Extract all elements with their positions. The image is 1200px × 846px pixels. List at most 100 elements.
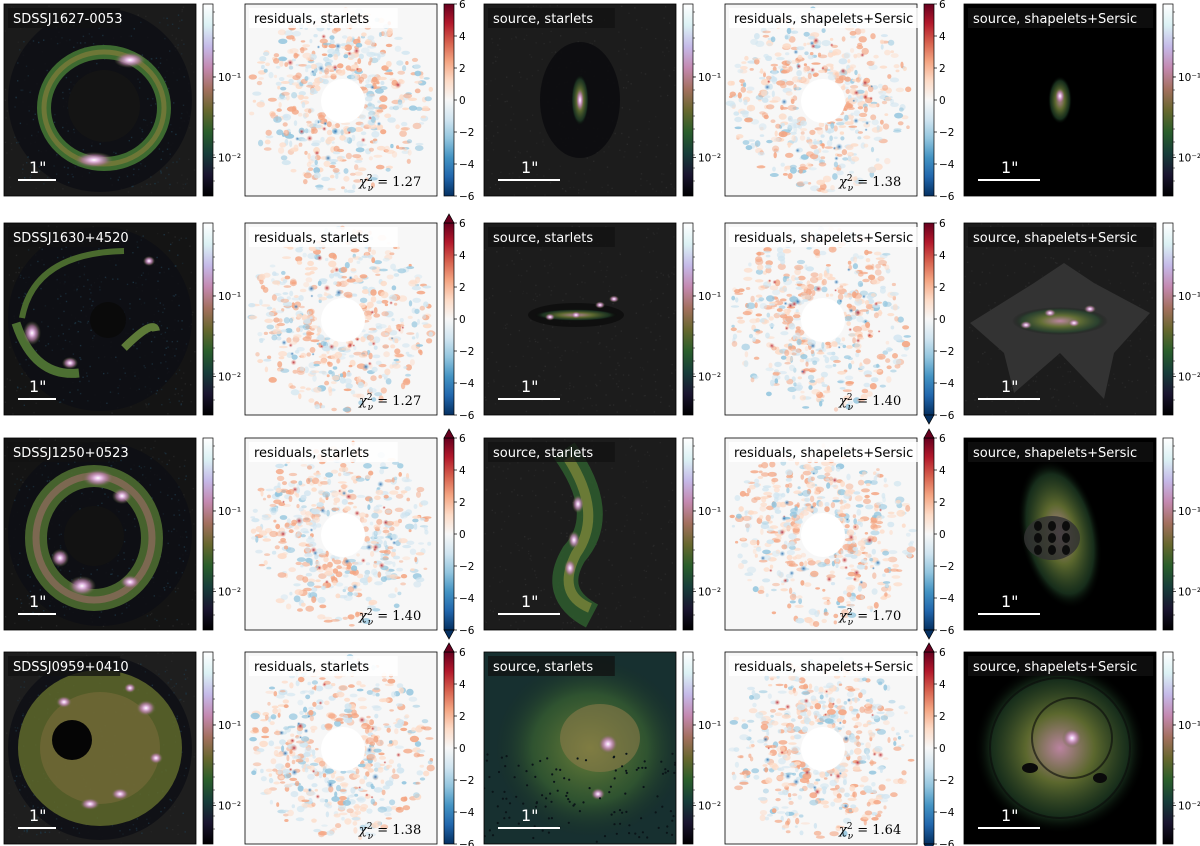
colorbar-tick-label: −6	[939, 839, 955, 846]
chi2-value: 1.40	[872, 394, 901, 409]
colorbar-extend-max	[443, 428, 455, 439]
colorbar-tick-label: 4	[939, 465, 946, 477]
scale-bar-label: 1"	[1001, 592, 1019, 611]
colorbar-tick-label: 2	[939, 497, 946, 509]
scale-bar-label: 1"	[29, 806, 47, 825]
svg-text:χ2ν = 1.38: χ2 ν = 1.38	[838, 174, 901, 194]
panel-label: source, shapelets+Sersic	[968, 227, 1154, 247]
colorbar-tick-label: 10⁻²	[1178, 153, 1200, 165]
colorbar-tick-label: 4	[939, 250, 946, 262]
svg-text:SDSSJ1630+4520: SDSSJ1630+4520	[13, 231, 129, 246]
chi2-annotation: χ2 ν = 1.40	[838, 393, 901, 413]
colorbar-tick-label: 0	[939, 95, 946, 107]
svg-text:residuals, starlets: residuals, starlets	[254, 12, 369, 27]
source-panel: source, starlets 1" 10⁻¹ 10⁻²	[483, 3, 721, 197]
colorbar-tick-label: −6	[939, 410, 955, 422]
svg-text:residuals, shapelets+Sersic: residuals, shapelets+Sersic	[734, 12, 913, 27]
chi2-annotation: χ2 ν = 1.27	[358, 174, 421, 194]
flux-colorbar: 10⁻¹ 10⁻²	[202, 222, 241, 416]
colorbar-tick-label: 6	[939, 0, 946, 11]
colorbar-tick-label: 6	[459, 218, 466, 230]
svg-text:residuals, starlets: residuals, starlets	[254, 231, 369, 246]
chi2-value: 1.70	[872, 609, 901, 624]
svg-text:χ2ν = 1.40: χ2 ν = 1.40	[838, 393, 901, 413]
panel-label: source, starlets	[488, 656, 615, 676]
scale-bar: 1"	[978, 158, 1040, 181]
colorbar-tick-label: −4	[939, 807, 955, 819]
colorbar-tick-label: 10⁻¹	[698, 72, 721, 84]
colorbar-tick-label: 10⁻²	[218, 372, 241, 384]
colorbar-tick-label: 0	[459, 529, 466, 541]
source-panel: source, shapelets+Sersic 1" 10⁻¹ 10⁻²	[963, 3, 1200, 197]
colorbar-tick-label: 10⁻²	[698, 153, 721, 165]
chi2-annotation: χ2 ν = 1.40	[358, 608, 421, 628]
colorbar-tick-label: 2	[939, 63, 946, 75]
residual-panel: residuals, starlets χ2 ν = 1.40 6 4 2 0 −2 −4 −6	[244, 428, 475, 640]
colorbar-tick-label: 6	[939, 433, 946, 445]
svg-text:χ2ν = 1.27: χ2 ν = 1.27	[358, 393, 421, 413]
colorbar-tick-label: 4	[459, 465, 466, 477]
source-panel: source, shapelets+Sersic 1" 10⁻¹ 10⁻²	[963, 222, 1200, 416]
colorbar-tick-label: −4	[459, 159, 475, 171]
source-panel: source, shapelets+Sersic 1" 10⁻¹ 10⁻²	[963, 651, 1200, 845]
panel-label: residuals, shapelets+Sersic	[729, 8, 937, 28]
colorbar-tick-label: 0	[459, 743, 466, 755]
residual-colorbar: 6 4 2 0 −2 −4 −6	[443, 428, 475, 640]
colorbar-tick-label: 0	[459, 314, 466, 326]
flux-colorbar: 10⁻¹ 10⁻²	[1162, 222, 1200, 416]
residual-panel: residuals, shapelets+Sersic χ2 ν = 1.40 6 4 2…	[724, 218, 955, 425]
scale-bar-label: 1"	[29, 592, 47, 611]
residual-panel: residuals, shapelets+Sersic χ2 ν = 1.38 6 4 2…	[724, 0, 955, 203]
colorbar-tick-label: 10⁻¹	[218, 506, 241, 518]
colorbar-tick-label: 4	[459, 679, 466, 691]
scale-bar: 1"	[978, 806, 1040, 829]
panel-label: residuals, starlets	[249, 656, 398, 676]
colorbar-tick-label: 10⁻¹	[1178, 506, 1200, 518]
colorbar-tick-label: 2	[939, 711, 946, 723]
colorbar-tick-label: −4	[939, 378, 955, 390]
colorbar-tick-label: 10⁻¹	[1178, 720, 1200, 732]
source-panel: source, starlets 1" 10⁻¹ 10⁻²	[483, 651, 721, 845]
colorbar-tick-label: 4	[939, 31, 946, 43]
chi2-value: 1.64	[872, 823, 901, 838]
chi2-value: 1.38	[872, 175, 901, 190]
colorbar-tick-label: 4	[459, 31, 466, 43]
flux-colorbar: 10⁻¹ 10⁻²	[1162, 651, 1200, 845]
panel-label: SDSSJ1250+0523	[8, 442, 129, 462]
panel-label: source, shapelets+Sersic	[968, 442, 1154, 462]
panel-label: residuals, shapelets+Sersic	[729, 442, 937, 462]
colorbar-tick-label: 10⁻¹	[698, 720, 721, 732]
colorbar-tick-label: 10⁻¹	[218, 720, 241, 732]
colorbar-tick-label: −2	[939, 346, 954, 358]
flux-colorbar: 10⁻¹ 10⁻²	[682, 437, 721, 631]
panel-label: SDSSJ0959+0410	[8, 656, 129, 676]
colorbar-extend-max	[923, 642, 935, 653]
colorbar-tick-label: 6	[939, 647, 946, 659]
chi2-annotation: χ2 ν = 1.70	[838, 608, 901, 628]
flux-colorbar: 10⁻¹ 10⁻²	[1162, 437, 1200, 631]
scale-bar-label: 1"	[1001, 158, 1019, 177]
image-panel: SDSSJ0959+0410 1" 10⁻¹ 10⁻²	[3, 651, 241, 845]
colorbar-extend-min	[923, 629, 935, 640]
residual-colorbar: 6 4 2 0 −2 −4 −6	[923, 428, 955, 640]
panel-label: residuals, shapelets+Sersic	[729, 227, 937, 247]
colorbar-tick-label: −4	[459, 807, 475, 819]
colorbar-tick-label: −4	[939, 159, 955, 171]
colorbar-tick-label: 10⁻¹	[218, 291, 241, 303]
colorbar-tick-label: −6	[459, 839, 475, 846]
flux-colorbar: 10⁻¹ 10⁻²	[682, 3, 721, 197]
residual-panel: residuals, starlets χ2 ν = 1.27 6 4 2 0 −2 −4 −6	[244, 0, 475, 203]
colorbar-tick-label: 10⁻²	[698, 372, 721, 384]
colorbar-tick-label: 6	[459, 433, 466, 445]
colorbar-tick-label: 2	[459, 497, 466, 509]
colorbar-extend-max	[923, 428, 935, 439]
colorbar-tick-label: 10⁻²	[1178, 587, 1200, 599]
colorbar-tick-label: −2	[939, 775, 954, 787]
scale-bar: 1"	[18, 806, 56, 829]
colorbar-tick-label: −4	[459, 378, 475, 390]
lens-row: SDSSJ0959+0410 1" 10⁻¹10⁻² residuals, starl…	[3, 642, 1200, 846]
colorbar-tick-label: −2	[459, 346, 474, 358]
scale-bar: 1"	[498, 592, 560, 615]
colorbar-tick-label: 2	[939, 282, 946, 294]
